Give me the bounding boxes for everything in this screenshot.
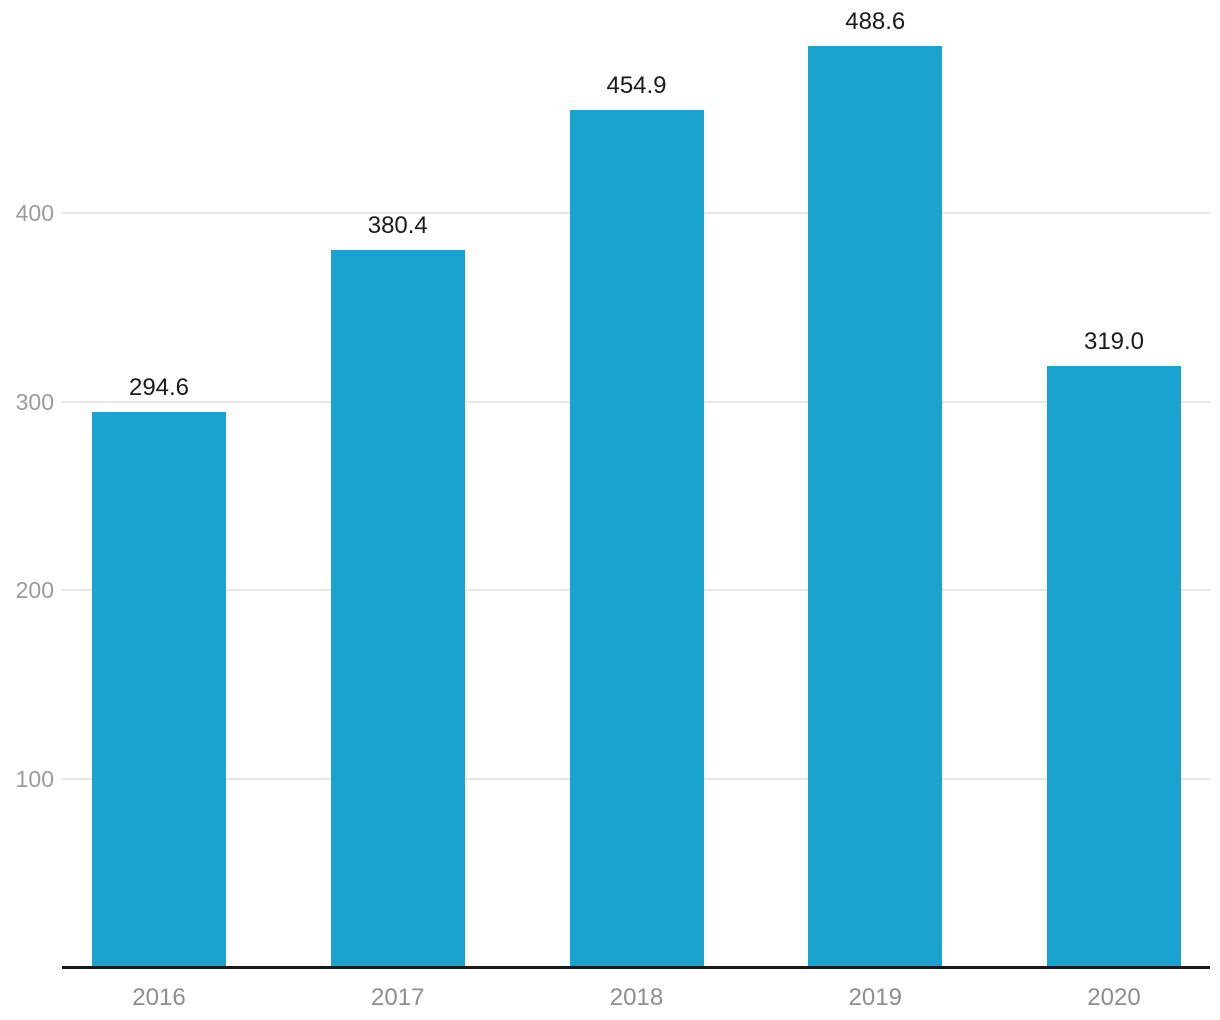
y-tick-label: 100	[15, 765, 54, 792]
bar-2018	[569, 109, 704, 967]
bar-2016	[92, 411, 226, 967]
bar-value-label: 294.6	[128, 373, 190, 401]
bar-2020	[1047, 365, 1181, 967]
bar-2017	[330, 249, 465, 967]
x-tick-label: 2020	[1087, 984, 1141, 1011]
x-tick-label: 2018	[609, 984, 664, 1011]
bar-value-label: 380.4	[367, 211, 428, 239]
bar-value-label: 319.0	[1083, 327, 1145, 355]
bar-2019	[808, 45, 943, 967]
y-tick-label: 200	[15, 577, 54, 603]
y-tick-label: 400	[15, 200, 54, 226]
x-tick-label: 2019	[848, 984, 902, 1011]
bar-value-label: 488.6	[845, 7, 906, 35]
y-tick-label: 300	[15, 388, 54, 415]
x-tick-label: 2016	[132, 984, 186, 1011]
x-axis-line	[62, 965, 1210, 969]
bar-value-label: 454.9	[606, 71, 667, 99]
x-tick-label: 2017	[371, 984, 425, 1011]
